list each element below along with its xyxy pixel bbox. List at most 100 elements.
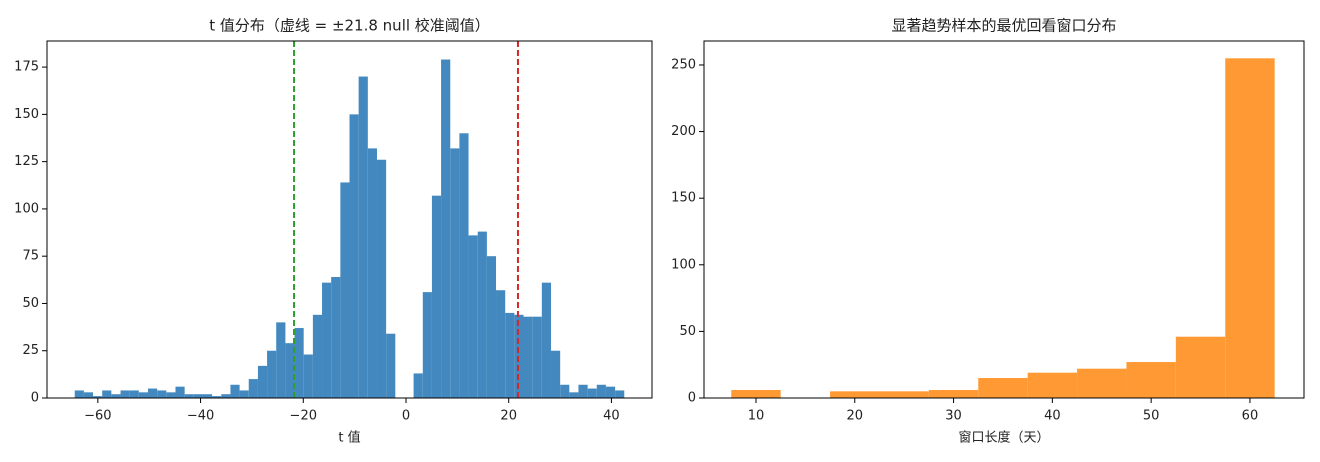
x-tick-label: 10	[748, 409, 765, 424]
bar	[468, 235, 478, 398]
bar	[102, 390, 112, 398]
chart-title: t 值分布（虚线 = ±21.8 null 校准阈值）	[209, 17, 490, 35]
bar	[928, 390, 979, 398]
bar	[587, 388, 597, 398]
y-tick-label: 125	[14, 154, 39, 169]
bar	[496, 290, 506, 398]
bar	[486, 256, 497, 398]
bar	[276, 322, 286, 398]
x-tick-label: 40	[603, 409, 620, 424]
bar	[349, 114, 359, 399]
bar	[239, 390, 249, 398]
bar	[578, 384, 588, 398]
bar	[541, 282, 551, 398]
bar	[257, 365, 268, 398]
x-axis-label: t 值	[338, 430, 360, 446]
bar	[376, 159, 387, 398]
bar	[569, 392, 579, 398]
x-tick-label: 20	[846, 409, 863, 424]
bar	[605, 386, 616, 398]
bar	[1077, 368, 1127, 398]
x-tick-label: 0	[402, 409, 410, 424]
bar	[129, 390, 139, 398]
bar	[312, 314, 323, 398]
bar	[358, 76, 368, 398]
bar	[138, 392, 149, 398]
plot-frame	[703, 40, 1305, 399]
x-tick-label: −60	[84, 409, 111, 424]
bar	[1126, 362, 1176, 398]
bar	[596, 384, 606, 398]
bar	[93, 396, 103, 398]
y-tick-label: 25	[22, 343, 39, 358]
bar	[285, 343, 295, 398]
bar	[731, 390, 781, 398]
y-tick-label: 100	[671, 257, 696, 272]
bar	[148, 388, 158, 398]
bar	[523, 316, 533, 398]
bar	[120, 390, 130, 398]
bar	[386, 333, 396, 398]
bar	[221, 394, 231, 398]
bar	[367, 148, 377, 398]
bar	[230, 384, 240, 398]
chart-title: 显著趋势样本的最优回看窗口分布	[891, 17, 1116, 35]
bar	[532, 316, 542, 398]
bar	[413, 373, 423, 398]
bar	[450, 148, 460, 398]
bar	[184, 394, 194, 398]
bar	[74, 390, 84, 398]
x-tick-label: −20	[290, 409, 317, 424]
bar	[422, 292, 432, 398]
bar	[175, 386, 185, 398]
x-axis-label: 窗口长度（天）	[958, 430, 1049, 446]
bar	[83, 392, 94, 398]
bar	[322, 282, 332, 398]
bar	[477, 231, 487, 398]
y-tick-label: 50	[22, 296, 39, 311]
y-tick-label: 0	[688, 391, 696, 406]
bar	[615, 390, 625, 398]
y-tick-label: 0	[31, 391, 39, 406]
bar	[303, 354, 313, 398]
x-tick-label: 40	[1044, 409, 1061, 424]
x-tick-label: 20	[500, 409, 517, 424]
x-tick-label: 30	[945, 409, 962, 424]
bar	[166, 392, 176, 398]
bar	[157, 390, 167, 398]
bar	[441, 59, 451, 398]
bar	[1225, 58, 1275, 398]
y-tick-label: 150	[671, 191, 696, 206]
y-tick-label: 75	[22, 249, 39, 264]
bar	[431, 195, 442, 398]
plot-frame	[46, 40, 653, 399]
bar	[550, 350, 561, 398]
bar	[340, 182, 350, 398]
y-tick-label: 200	[671, 124, 696, 139]
bar	[248, 379, 258, 398]
bar	[505, 312, 515, 398]
bar	[1175, 336, 1226, 398]
y-tick-label: 175	[14, 60, 39, 75]
y-tick-label: 100	[14, 201, 39, 216]
bar	[560, 384, 570, 398]
bar	[830, 391, 880, 398]
bar	[331, 276, 341, 398]
bar	[879, 391, 929, 398]
bar	[978, 378, 1028, 398]
bar	[202, 394, 213, 398]
y-tick-label: 50	[679, 324, 696, 339]
bar	[294, 328, 304, 398]
x-tick-label: 50	[1143, 409, 1160, 424]
x-tick-label: 60	[1242, 409, 1259, 424]
bar	[1027, 372, 1078, 398]
bar	[267, 350, 277, 398]
x-tick-label: −40	[187, 409, 214, 424]
bar	[459, 133, 469, 398]
y-tick-label: 250	[671, 57, 696, 72]
bar	[111, 394, 121, 398]
y-tick-label: 150	[14, 107, 39, 122]
bar	[193, 394, 203, 398]
bar	[212, 396, 222, 398]
